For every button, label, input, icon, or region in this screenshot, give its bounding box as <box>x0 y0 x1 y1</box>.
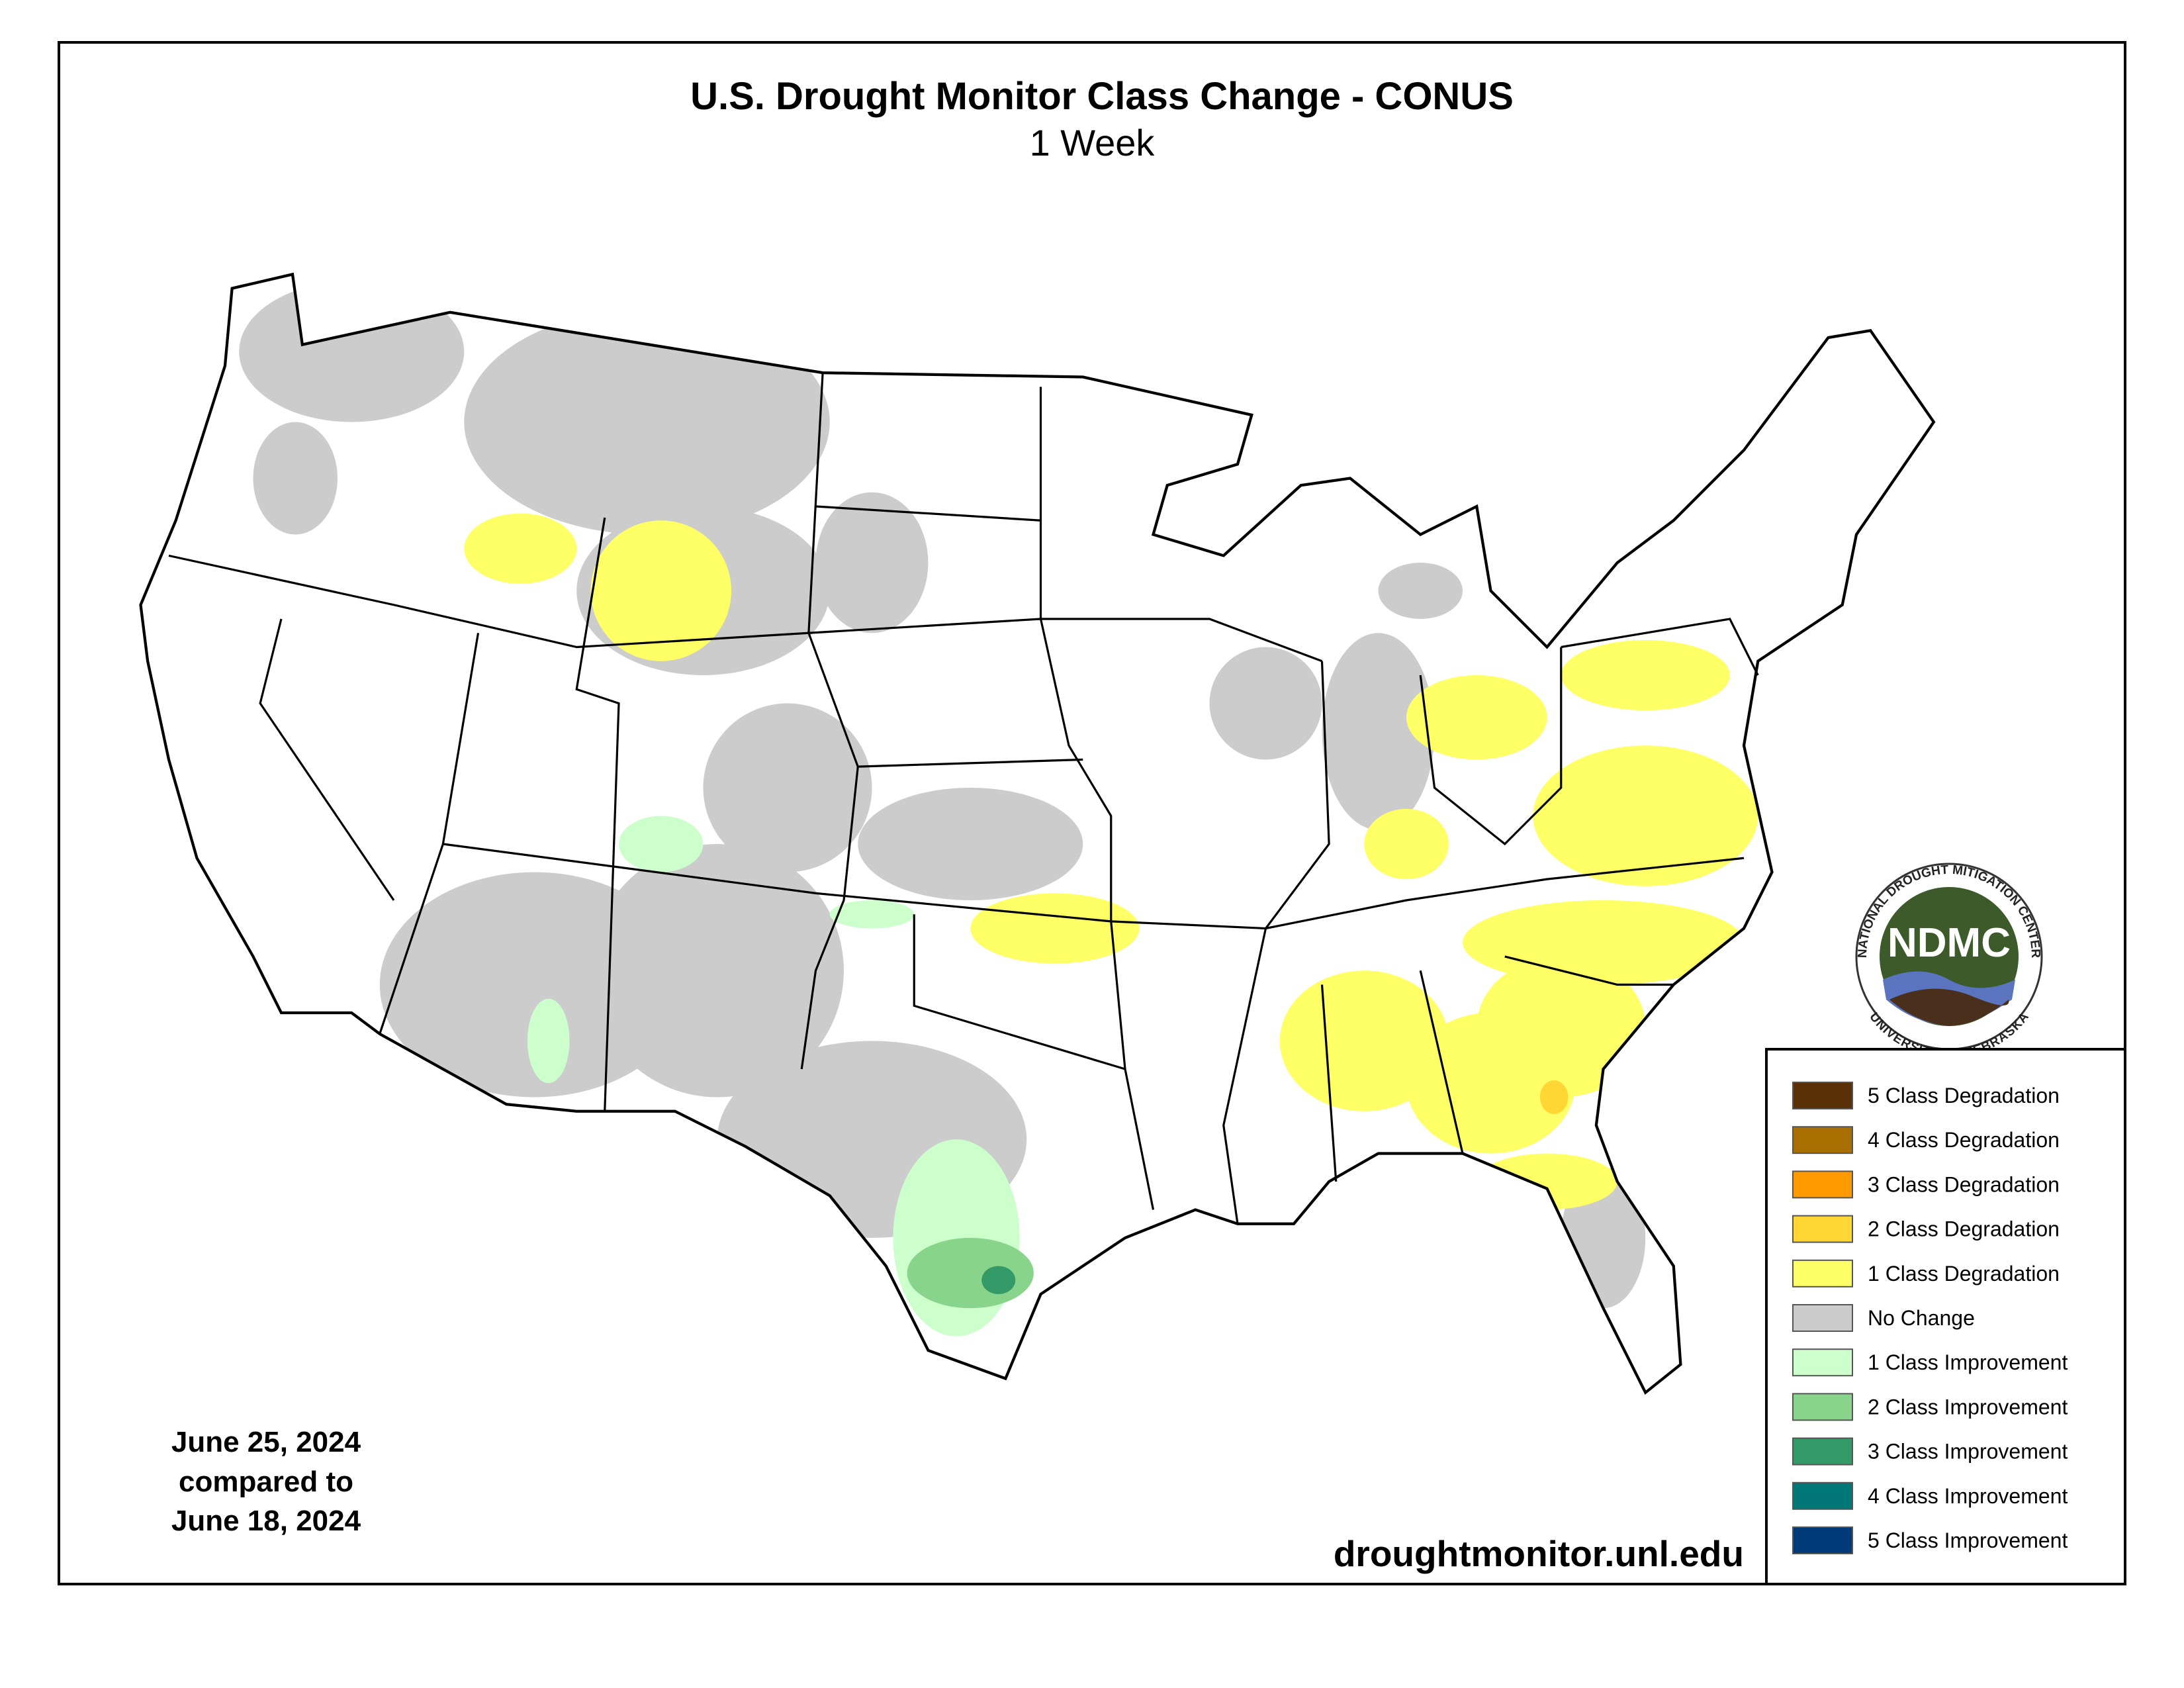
legend-swatch <box>1792 1393 1853 1421</box>
legend-label: 1 Class Improvement <box>1868 1350 2068 1374</box>
legend-label: 4 Class Improvement <box>1868 1484 2068 1508</box>
legend-label: 1 Class Degradation <box>1868 1262 2060 1286</box>
logo: NDMC NATIONAL DROUGHT MITIGATION CENTER … <box>1855 863 2043 1061</box>
legend-swatch <box>1792 1215 1853 1243</box>
legend-label: 4 Class Degradation <box>1868 1128 2060 1152</box>
legend-label: 3 Class Improvement <box>1868 1440 2068 1464</box>
source-url: droughtmonitor.unl.edu <box>1334 1533 1744 1574</box>
legend-swatch <box>1792 1126 1853 1154</box>
legend-swatch <box>1792 1082 1853 1109</box>
logo-abbreviation: NDMC <box>1888 920 2011 966</box>
legend-label: 5 Class Improvement <box>1868 1528 2068 1552</box>
legend-label: No Change <box>1868 1306 1975 1330</box>
legend-label: 5 Class Degradation <box>1868 1084 2060 1107</box>
state-borders <box>168 373 1759 1224</box>
legend-label: 2 Class Improvement <box>1868 1395 2068 1419</box>
legend-label: 3 Class Degradation <box>1868 1172 2060 1196</box>
map-subtitle: 1 Week <box>1030 122 1156 164</box>
legend-swatch <box>1792 1304 1853 1332</box>
date-line: compared to <box>179 1466 353 1498</box>
us-outline <box>139 272 1936 1395</box>
legend-swatch <box>1792 1526 1853 1554</box>
legend-swatch <box>1792 1437 1853 1466</box>
map <box>139 272 1936 1395</box>
map-title: U.S. Drought Monitor Class Change - CONU… <box>690 75 1514 118</box>
legend-swatch <box>1792 1259 1853 1288</box>
legend-swatch <box>1792 1170 1853 1199</box>
legend: 5 Class Degradation 4 Class Degradation 3 … <box>1792 1082 2068 1554</box>
legend-swatch <box>1792 1348 1853 1377</box>
date-line: June 25, 2024 <box>171 1426 361 1458</box>
date-line: June 18, 2024 <box>171 1505 361 1537</box>
legend-label: 2 Class Degradation <box>1868 1217 2060 1241</box>
date-note: June 25, 2024 compared to June 18, 2024 <box>171 1426 361 1537</box>
legend-swatch <box>1792 1481 1853 1510</box>
